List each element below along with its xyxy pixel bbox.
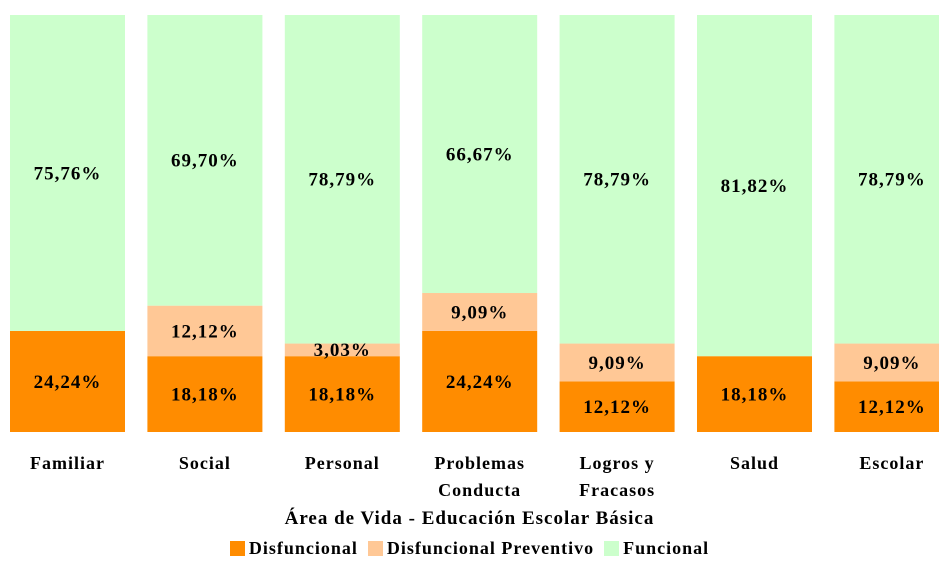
data-label: 12,12% bbox=[858, 397, 926, 418]
data-label: 78,79% bbox=[308, 170, 376, 191]
legend-item: Funcional bbox=[604, 538, 709, 559]
bar-segment bbox=[422, 330, 538, 432]
data-label: 9,09% bbox=[451, 302, 508, 323]
bar-segment bbox=[422, 293, 538, 331]
x-tick-label: Familiar bbox=[30, 453, 105, 473]
bar-segment bbox=[284, 343, 400, 357]
data-label: 24,24% bbox=[34, 372, 102, 393]
data-label: 69,70% bbox=[171, 151, 239, 172]
bar-segment bbox=[559, 15, 675, 344]
data-label: 3,03% bbox=[314, 340, 371, 361]
bar-segment bbox=[697, 356, 812, 432]
legend-item: Disfuncional Preventivo bbox=[367, 538, 595, 559]
bar-segment bbox=[10, 15, 125, 331]
bar-segment bbox=[834, 381, 939, 432]
legend-label: Disfuncional Preventivo bbox=[386, 538, 595, 558]
data-label: 24,24% bbox=[446, 372, 514, 393]
x-tick-label: Logros y Fracasos bbox=[579, 453, 656, 500]
data-label: 81,82% bbox=[721, 176, 789, 197]
bar-segment bbox=[10, 330, 125, 432]
bar-segment bbox=[834, 15, 939, 344]
legend-swatch bbox=[367, 541, 383, 556]
bar-segment bbox=[147, 356, 263, 432]
x-axis-title: Área de Vida - Educación Escolar Básica bbox=[284, 508, 655, 529]
data-label: 18,18% bbox=[308, 384, 376, 405]
x-tick-label: Escolar bbox=[859, 453, 925, 473]
legend: Disfuncional Disfuncional Preventivo Funci… bbox=[0, 538, 939, 559]
data-label: 78,79% bbox=[583, 170, 651, 191]
x-tick-label: Problemas Conducta bbox=[434, 453, 526, 500]
bar-segment bbox=[834, 343, 939, 382]
data-label: 18,18% bbox=[171, 384, 239, 405]
bar-segment bbox=[559, 381, 675, 432]
x-tick-label: Personal bbox=[304, 453, 380, 473]
x-tick-label: Social bbox=[178, 453, 231, 473]
legend-label: Disfuncional bbox=[248, 538, 358, 558]
bar-segment bbox=[559, 343, 675, 382]
bar-segment bbox=[284, 356, 400, 432]
data-label: 9,09% bbox=[588, 353, 645, 374]
bar-segment bbox=[697, 15, 812, 357]
data-label: 75,76% bbox=[34, 163, 102, 184]
data-label: 18,18% bbox=[721, 384, 789, 405]
data-label: 66,67% bbox=[446, 144, 514, 165]
data-label: 12,12% bbox=[583, 397, 651, 418]
bar-segment bbox=[147, 305, 263, 357]
bar-segment bbox=[284, 15, 400, 344]
data-label: 12,12% bbox=[171, 321, 239, 342]
legend-swatch bbox=[229, 541, 245, 556]
data-label: 78,79% bbox=[858, 170, 926, 191]
bar-segment bbox=[147, 15, 263, 306]
x-tick-label: Salud bbox=[729, 453, 780, 473]
data-label: 9,09% bbox=[863, 353, 920, 374]
legend-swatch bbox=[604, 541, 620, 556]
legend-label: Funcional bbox=[623, 538, 710, 558]
bar-segment bbox=[422, 15, 538, 294]
legend-item: Disfuncional bbox=[229, 538, 358, 559]
